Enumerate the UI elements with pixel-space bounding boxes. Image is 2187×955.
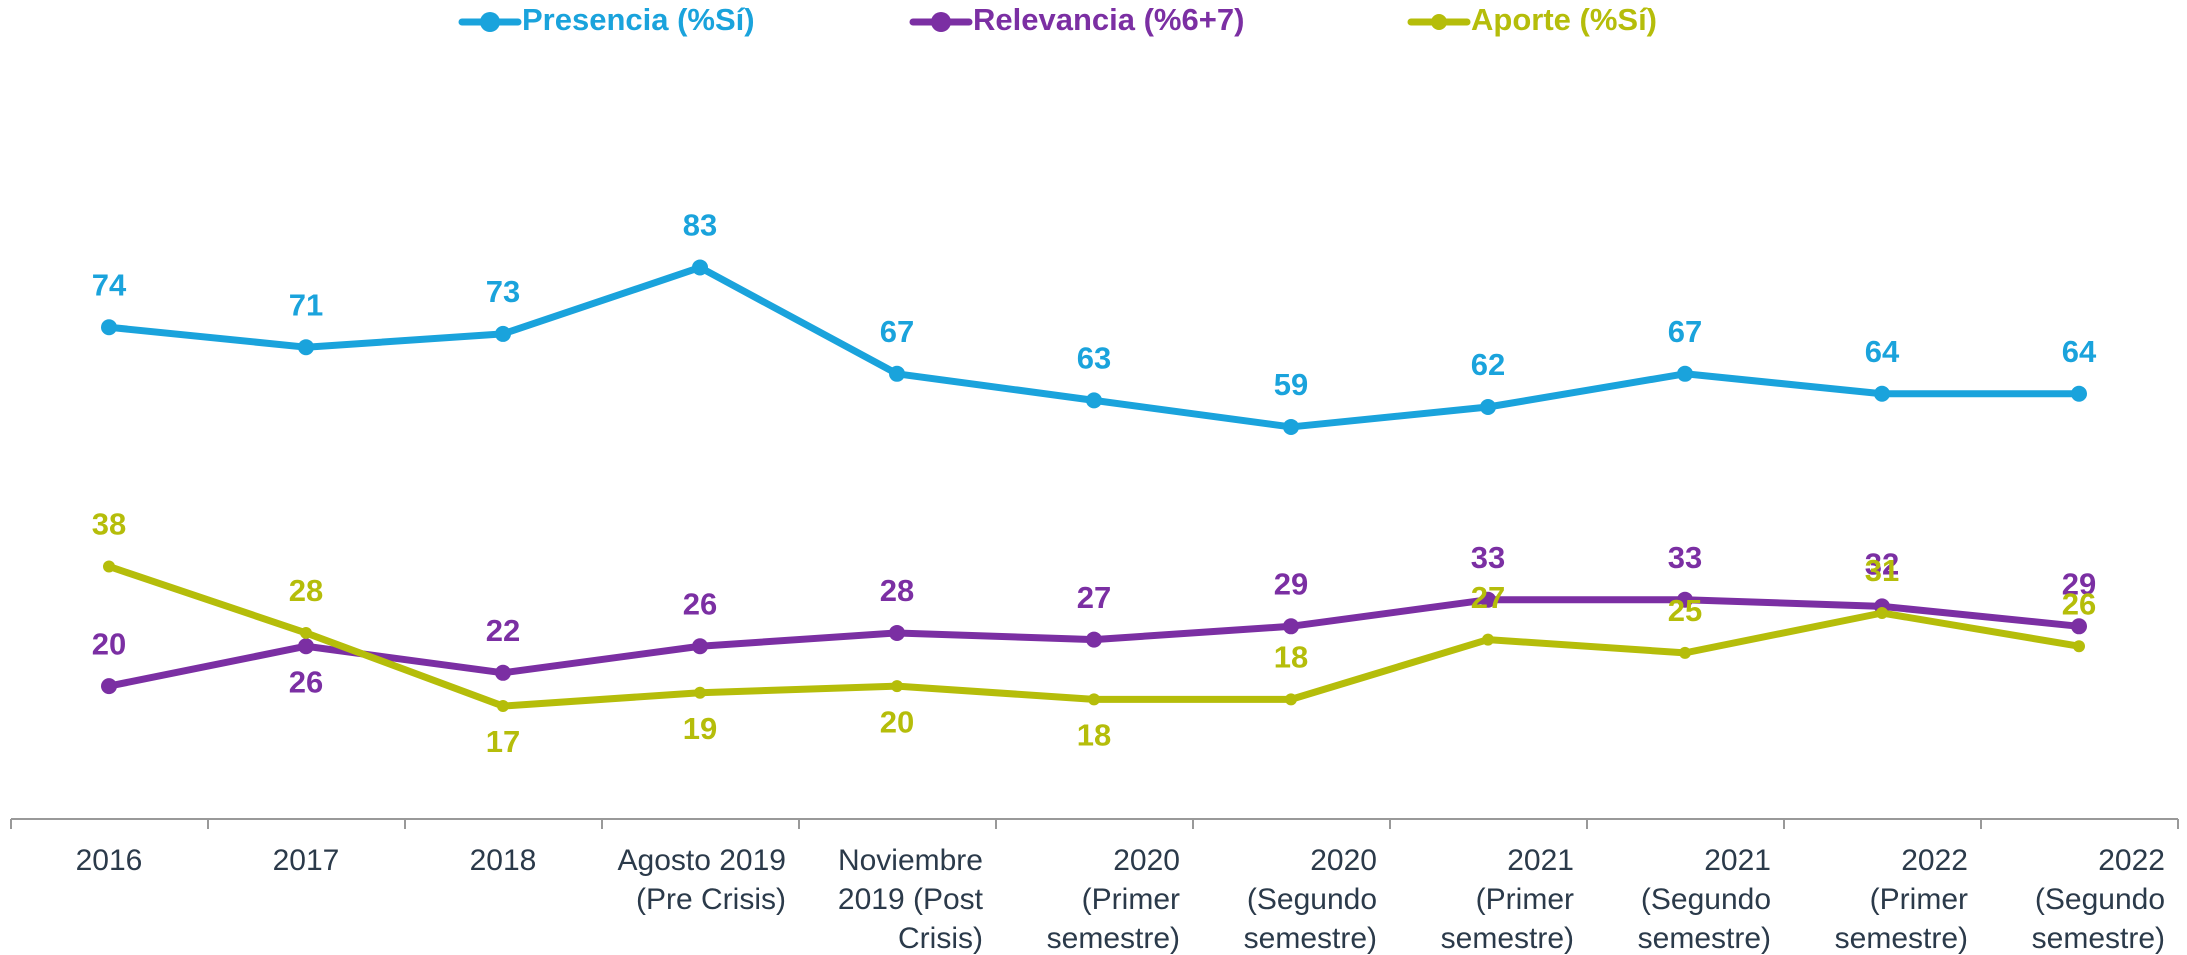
data-label: 33 <box>1668 540 1702 575</box>
data-label: 18 <box>1274 640 1308 675</box>
legend-label: Presencia (%Sí) <box>522 2 755 37</box>
data-label: 18 <box>1077 718 1111 753</box>
data-label: 64 <box>1865 334 1900 369</box>
data-point <box>1086 631 1102 648</box>
data-point <box>300 626 312 639</box>
data-point <box>298 339 314 356</box>
data-label: 31 <box>1865 553 1899 588</box>
data-label: 27 <box>1471 580 1505 615</box>
data-point <box>889 365 905 382</box>
data-point <box>1283 618 1299 635</box>
data-point <box>1482 633 1494 646</box>
data-label: 29 <box>2062 566 2096 601</box>
data-label: 20 <box>92 626 126 661</box>
data-point <box>1874 385 1890 402</box>
data-label: 63 <box>1077 341 1111 376</box>
data-point <box>1285 693 1297 706</box>
data-point <box>692 638 708 655</box>
x-tick-label: 2021 (Primer semestre) <box>1441 844 1574 955</box>
data-label: 83 <box>683 208 717 243</box>
data-point <box>692 259 708 276</box>
x-tick-label: 2022 (Primer semestre) <box>1835 844 1968 955</box>
x-tick-label: Agosto 2019 (Pre Crisis) <box>618 844 786 916</box>
data-label: 26 <box>2062 586 2096 621</box>
data-point <box>1679 646 1691 659</box>
data-label: 32 <box>1865 547 1899 582</box>
data-label: 38 <box>92 507 126 542</box>
data-label: 71 <box>289 287 323 322</box>
data-label: 73 <box>486 274 520 309</box>
data-label: 22 <box>486 613 520 648</box>
data-point <box>2071 385 2087 402</box>
x-tick-label: 2017 <box>273 844 340 877</box>
legend-label: Aporte (%Sí) <box>1471 2 1657 37</box>
data-point <box>495 325 511 342</box>
x-tick-label: 2016 <box>76 844 143 877</box>
data-point <box>497 700 509 713</box>
data-label: 20 <box>880 704 914 739</box>
data-label: 33 <box>1471 540 1505 575</box>
data-label: 67 <box>1668 314 1702 349</box>
x-tick-label: Noviembre 2019 (Post Crisis) <box>838 844 984 955</box>
data-point <box>889 624 905 641</box>
x-tick-label: 2018 <box>470 844 537 877</box>
data-label: 28 <box>289 573 323 608</box>
data-point <box>103 560 115 573</box>
data-label: 64 <box>2062 334 2097 369</box>
x-tick-label: 2020 (Primer semestre) <box>1047 844 1180 955</box>
data-point <box>2073 640 2085 653</box>
data-point <box>694 686 706 699</box>
legend-marker <box>480 12 500 32</box>
data-point <box>1876 607 1888 620</box>
data-label: 29 <box>1274 566 1308 601</box>
data-point <box>1088 693 1100 706</box>
data-label: 27 <box>1077 580 1111 615</box>
x-tick-label: 2022 (Segundo semestre) <box>2032 844 2165 955</box>
data-label: 59 <box>1274 367 1308 402</box>
data-point <box>1480 591 1496 608</box>
data-point <box>495 664 511 681</box>
data-label: 25 <box>1668 593 1702 628</box>
data-label: 28 <box>880 573 914 608</box>
data-point <box>1677 365 1693 382</box>
data-label: 74 <box>92 267 127 302</box>
data-label: 19 <box>683 711 717 746</box>
legend-marker <box>931 12 951 32</box>
x-tick-label: 2020 (Segundo semestre) <box>1244 844 1377 955</box>
x-tick-label: 2021 (Segundo semestre) <box>1638 844 1771 955</box>
data-point <box>298 638 314 655</box>
data-point <box>891 680 903 693</box>
data-label: 67 <box>880 314 914 349</box>
data-point <box>1283 418 1299 435</box>
data-label: 26 <box>289 664 323 699</box>
data-label: 62 <box>1471 347 1505 382</box>
data-point <box>101 678 117 695</box>
data-point <box>1677 591 1693 608</box>
data-point <box>2071 618 2087 635</box>
data-point <box>1480 399 1496 416</box>
legend-label: Relevancia (%6+7) <box>973 2 1244 37</box>
data-label: 17 <box>486 724 520 759</box>
data-label: 26 <box>683 586 717 621</box>
legend-marker <box>1431 14 1447 30</box>
data-point <box>101 319 117 336</box>
data-point <box>1086 392 1102 409</box>
